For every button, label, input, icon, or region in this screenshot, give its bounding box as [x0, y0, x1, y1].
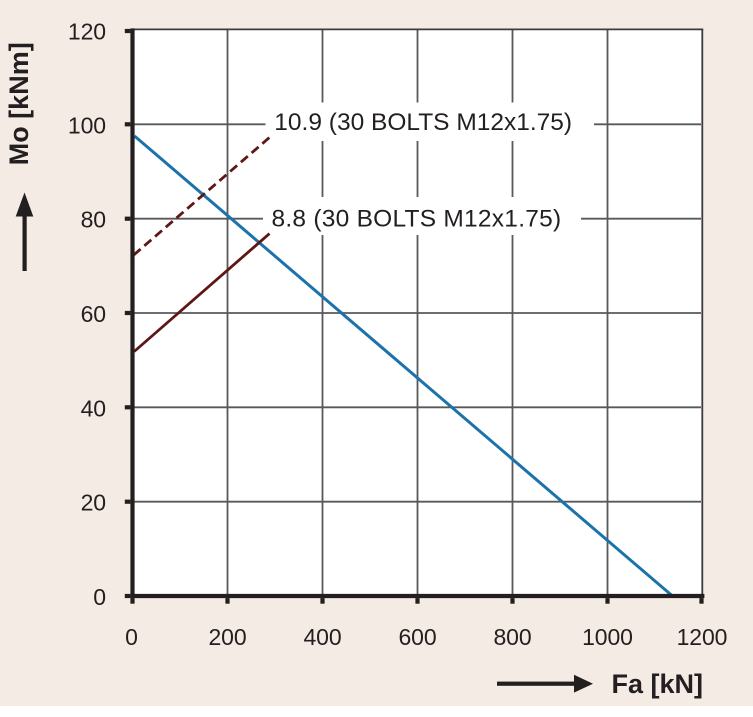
svg-text:120: 120 [68, 19, 106, 45]
svg-text:Mo [kNm]: Mo [kNm] [4, 42, 34, 165]
svg-text:0: 0 [93, 584, 106, 610]
svg-text:80: 80 [81, 207, 106, 233]
svg-text:800: 800 [493, 624, 531, 650]
svg-text:200: 200 [208, 624, 246, 650]
svg-text:20: 20 [81, 490, 106, 516]
svg-text:600: 600 [398, 624, 436, 650]
svg-text:0: 0 [125, 624, 138, 650]
svg-text:8.8 (30 BOLTS M12x1.75): 8.8 (30 BOLTS M12x1.75) [272, 206, 562, 233]
svg-text:40: 40 [81, 395, 106, 421]
svg-text:10.9 (30 BOLTS M12x1.75): 10.9 (30 BOLTS M12x1.75) [274, 109, 572, 136]
svg-text:Fa [kN]: Fa [kN] [612, 669, 704, 699]
svg-text:100: 100 [68, 112, 106, 138]
svg-text:1200: 1200 [677, 624, 728, 650]
svg-text:1000: 1000 [582, 624, 633, 650]
svg-text:400: 400 [303, 624, 341, 650]
svg-text:60: 60 [81, 301, 106, 327]
